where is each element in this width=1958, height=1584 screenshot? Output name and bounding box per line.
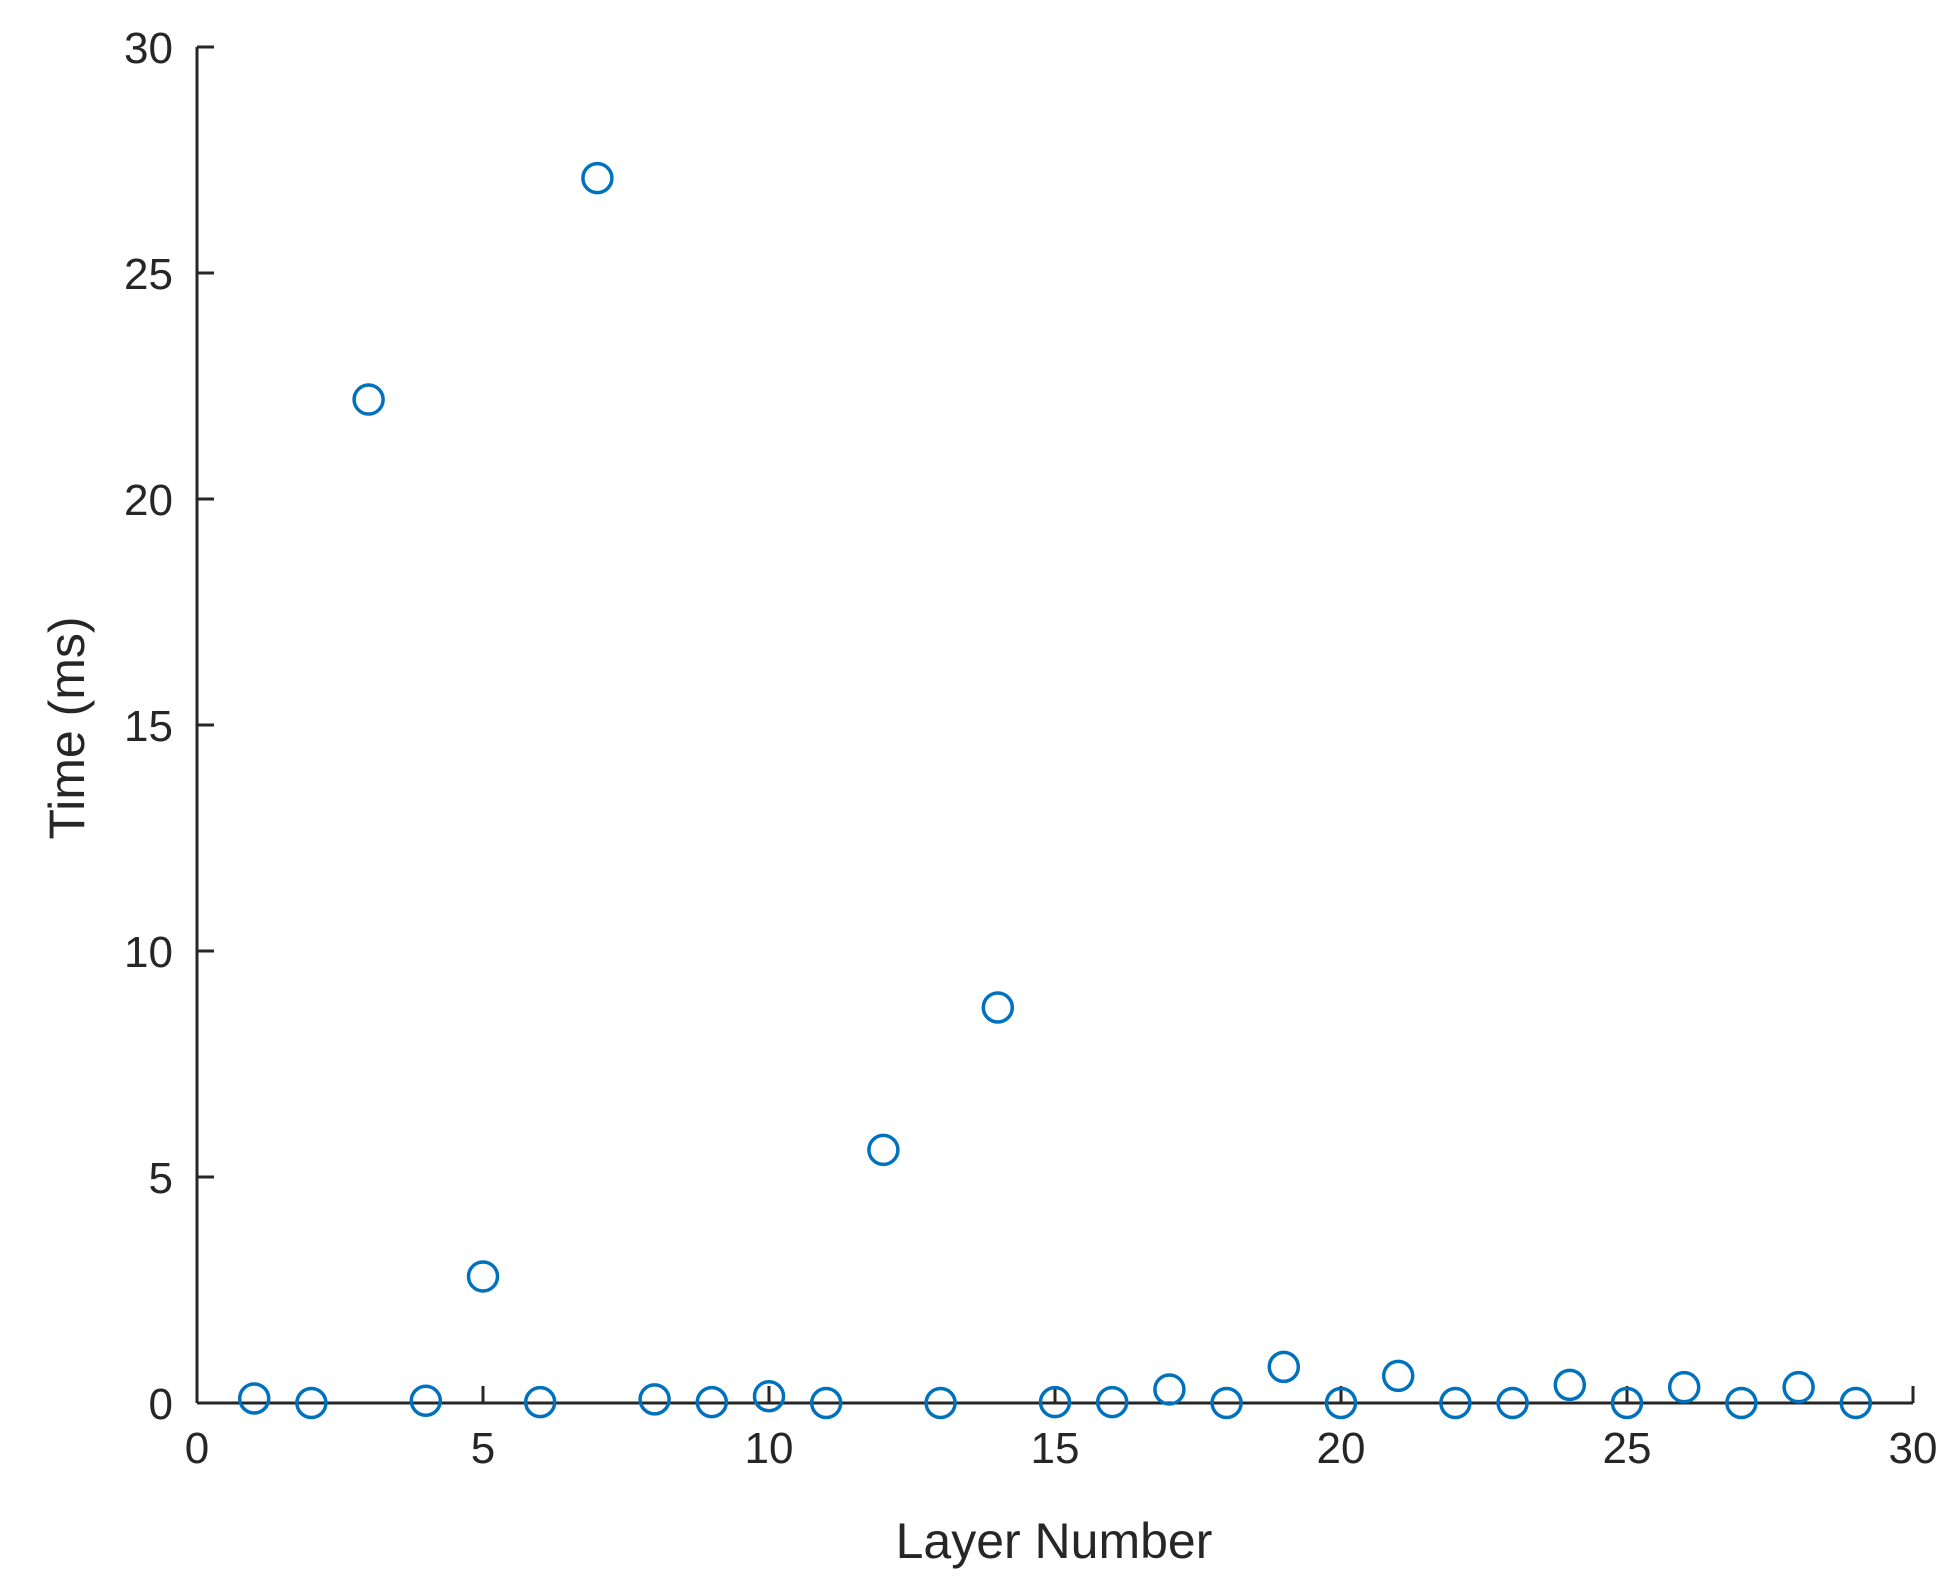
x-tick-label: 30 [1889, 1424, 1938, 1473]
data-point [809, 1386, 843, 1420]
x-tick-label: 0 [185, 1424, 209, 1473]
y-tick-label: 5 [149, 1154, 173, 1203]
data-point [1038, 1385, 1072, 1419]
y-tick-label: 10 [124, 928, 173, 977]
data-point [466, 1260, 500, 1293]
data-point [981, 991, 1015, 1024]
data-point [867, 1133, 900, 1167]
y-tick-label: 15 [124, 702, 173, 751]
data-point [752, 1379, 786, 1413]
y-tick-label: 25 [124, 250, 173, 299]
x-tick-label: 20 [1317, 1424, 1366, 1473]
data-point [1267, 1350, 1301, 1384]
data-point [695, 1385, 729, 1419]
y-tick-label: 30 [124, 24, 173, 73]
ticks: 0 5 10 15 20 25 30 0 5 10 15 20 25 30 [124, 24, 1937, 1473]
data-point [1667, 1370, 1701, 1404]
x-tick-label: 25 [1603, 1424, 1652, 1473]
data-point [295, 1386, 328, 1420]
data-point [1439, 1386, 1472, 1420]
data-point [1381, 1359, 1415, 1393]
data-point [924, 1386, 957, 1420]
data-point [409, 1384, 443, 1417]
data-point [1153, 1373, 1186, 1406]
data-point [1725, 1386, 1758, 1420]
y-axis-label: Time (ms) [39, 616, 95, 839]
x-axis-label: Layer Number [896, 1513, 1213, 1569]
x-tick-label: 15 [1031, 1424, 1080, 1473]
data-point [237, 1382, 271, 1415]
data-point [352, 383, 385, 416]
y-tick-label: 20 [124, 476, 173, 525]
data-point [523, 1385, 557, 1419]
data-point [1095, 1385, 1129, 1419]
data-point [638, 1383, 671, 1416]
axes [195, 47, 1913, 1405]
data-points [237, 161, 1873, 1420]
data-point [1324, 1386, 1358, 1420]
data-point [1782, 1370, 1815, 1404]
data-point [1610, 1386, 1644, 1420]
x-tick-label: 5 [471, 1424, 495, 1473]
data-point [1553, 1368, 1587, 1402]
x-tick-label: 10 [745, 1424, 794, 1473]
data-point [1210, 1386, 1243, 1420]
data-point [1496, 1386, 1529, 1420]
y-tick-label: 0 [149, 1380, 173, 1429]
data-point [1839, 1386, 1873, 1420]
data-point [581, 161, 614, 195]
